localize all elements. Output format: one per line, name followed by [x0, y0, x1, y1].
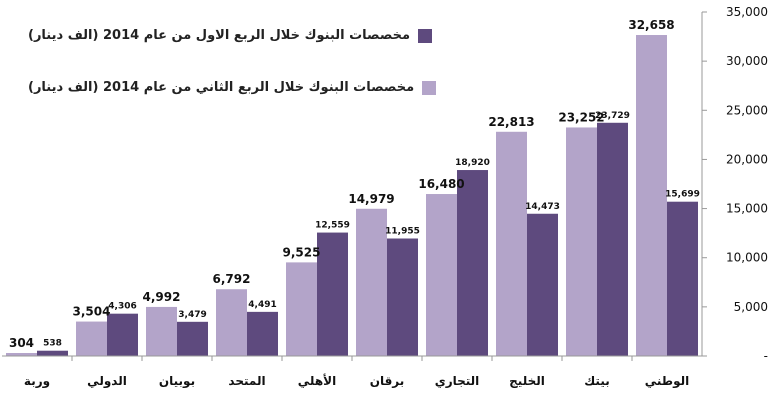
legend-swatch-q1 [418, 28, 433, 43]
value-label-q2-3: 6,792 [213, 272, 251, 286]
value-label-q2-2: 4,992 [143, 290, 181, 304]
value-label-q2-9: 32,658 [628, 18, 674, 32]
value-label-q1-5: 11,955 [385, 226, 420, 236]
value-label-q2-5: 14,979 [348, 192, 394, 206]
value-label-q2-1: 3,504 [73, 305, 111, 319]
bar-q2-3 [216, 289, 247, 356]
legend-swatch-q2 [422, 80, 437, 95]
value-label-q1-9: 15,699 [665, 190, 700, 200]
legend-item-q2: مخصصات البنوك خلال الربع الثاني من عام 2… [28, 80, 437, 95]
value-label-q2-8: 23,252 [558, 110, 604, 124]
y-tick-label-5: 25,000 [726, 103, 768, 117]
x-tick-label-8: بيتك [584, 374, 609, 388]
value-label-q1-3: 4,491 [248, 300, 276, 310]
value-label-q1-6: 18,920 [455, 158, 490, 168]
bar-q2-2 [146, 306, 177, 356]
x-tick-label-3: المتحد [228, 374, 265, 388]
value-label-q1-7: 14,473 [525, 202, 560, 212]
value-label-q1-4: 12,559 [315, 221, 350, 231]
bar-q1-9 [667, 201, 698, 356]
x-tick-label-7: الخليج [509, 374, 545, 388]
bar-q1-7 [527, 213, 558, 356]
y-tick-label-3: 15,000 [726, 202, 768, 216]
y-tick-label-2: 10,000 [726, 251, 768, 265]
legend-label-q2: مخصصات البنوك خلال الربع الثاني من عام 2… [28, 80, 415, 95]
x-tick-label-5: برقان [370, 374, 405, 388]
bar-q2-9 [636, 35, 667, 356]
y-tick-label-7: 35,000 [726, 5, 768, 19]
value-label-q1-2: 3,479 [178, 310, 206, 320]
value-label-q2-6: 16,480 [418, 177, 464, 191]
value-label-q2-0: 304 [9, 336, 34, 350]
bar-q1-3 [247, 311, 278, 356]
x-tick-label-4: الأهلي [298, 373, 336, 388]
bar-q2-5 [356, 208, 387, 356]
x-tick-label-2: بوبيان [159, 374, 195, 389]
x-tick-label-6: التجاري [435, 374, 480, 388]
value-label-q2-7: 22,813 [488, 115, 534, 129]
value-label-q1-1: 4,306 [108, 302, 136, 312]
bar-q2-7 [496, 131, 527, 356]
bar-q1-8 [597, 122, 628, 356]
bar-q2-1 [76, 321, 107, 356]
bar-q2-0 [6, 353, 37, 356]
x-tick-label-0: وربة [24, 374, 50, 389]
y-tick-label-1: 5,000 [734, 300, 768, 314]
y-tick-label-0: - [764, 349, 768, 363]
legend-item-q1: مخصصات البنوك خلال الربع الاول من عام 20… [28, 28, 433, 43]
y-tick-label-4: 20,000 [726, 152, 768, 166]
legend-label-q1: مخصصات البنوك خلال الربع الاول من عام 20… [28, 28, 411, 43]
bar-q1-5 [387, 238, 418, 356]
bar-q2-4 [286, 262, 317, 356]
value-label-q2-4: 9,525 [283, 245, 321, 259]
y-tick-label-6: 30,000 [726, 54, 768, 68]
bar-q2-6 [426, 194, 457, 356]
bar-q1-1 [107, 313, 138, 356]
value-label-q1-8: 23,729 [595, 111, 630, 121]
bar-q1-4 [317, 232, 348, 356]
value-label-q1-0: 538 [43, 339, 62, 349]
bar-q1-2 [177, 321, 208, 356]
bar-q2-8 [566, 127, 597, 356]
bar-q1-0 [37, 350, 68, 356]
x-tick-label-9: الوطني [645, 374, 689, 389]
x-tick-label-1: الدولي [87, 374, 127, 389]
bar-q1-6 [457, 170, 488, 356]
